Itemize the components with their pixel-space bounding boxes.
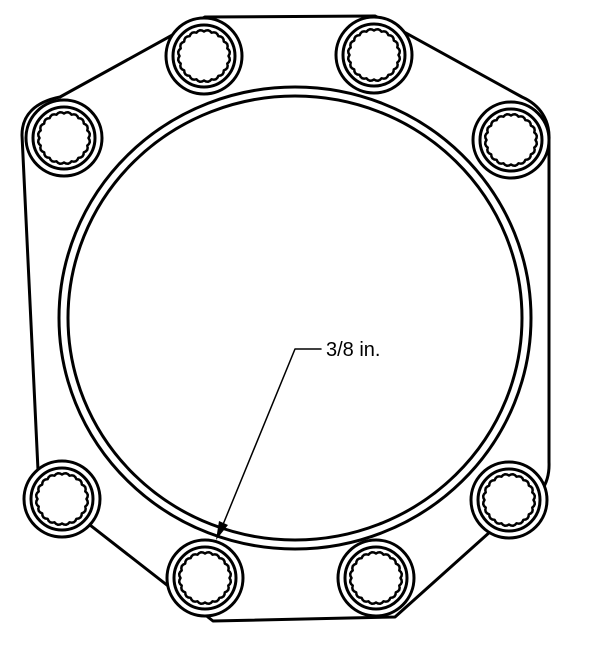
- bolt-hole-inner-ring: [31, 105, 97, 171]
- bolt-hole-scalloped-edge: [483, 112, 539, 168]
- bolt-hole-lower-right: [469, 460, 549, 540]
- bolt-hole-outer-ring: [22, 459, 102, 539]
- bolt-hole-outer-ring: [334, 15, 414, 95]
- bolt-hole-outer-ring: [471, 100, 551, 180]
- bolt-hole-outer-ring: [24, 98, 104, 178]
- callout-arrowhead: [216, 521, 228, 540]
- bolt-hole-upper-left: [24, 98, 104, 178]
- bolt-hole-inner-ring: [171, 23, 237, 89]
- bolt-hole-inner-ring: [29, 466, 95, 532]
- bolt-hole-bottom-right: [336, 538, 416, 618]
- bolt-hole-scalloped-edge: [177, 550, 233, 606]
- bolt-hole-inner-ring: [343, 545, 409, 611]
- bolt-hole-scalloped-edge: [34, 471, 90, 527]
- bolt-hole-outer-ring: [164, 16, 244, 96]
- bolt-hole-top-left: [164, 16, 244, 96]
- bolt-hole-scalloped-edge: [481, 472, 537, 528]
- callout-leader-line: [221, 348, 322, 528]
- bore-outer-ring: [57, 85, 533, 551]
- bolt-hole-inner-ring: [476, 467, 542, 533]
- bolt-hole-outer-ring: [165, 538, 245, 618]
- bolt-hole-scalloped-edge: [36, 110, 92, 166]
- bolt-hole-inner-ring: [172, 545, 238, 611]
- callout-label: 3/8 in.: [326, 339, 380, 361]
- bolt-hole-group: [22, 15, 551, 618]
- bolt-hole-inner-ring: [478, 107, 544, 173]
- bolt-hole-upper-right: [471, 100, 551, 180]
- bolt-hole-top-right: [334, 15, 414, 95]
- gasket-outer-outline: [20, 14, 551, 623]
- bore-inner-ring: [66, 94, 524, 542]
- bolt-hole-scalloped-edge: [348, 550, 404, 606]
- bolt-hole-outer-ring: [336, 538, 416, 618]
- bolt-hole-lower-left: [22, 459, 102, 539]
- bolt-hole-scalloped-edge: [176, 28, 232, 84]
- bolt-hole-inner-ring: [341, 22, 407, 88]
- bolt-hole-scalloped-edge: [346, 27, 402, 83]
- bolt-hole-outer-ring: [469, 460, 549, 540]
- bolt-hole-bottom-left: [165, 538, 245, 618]
